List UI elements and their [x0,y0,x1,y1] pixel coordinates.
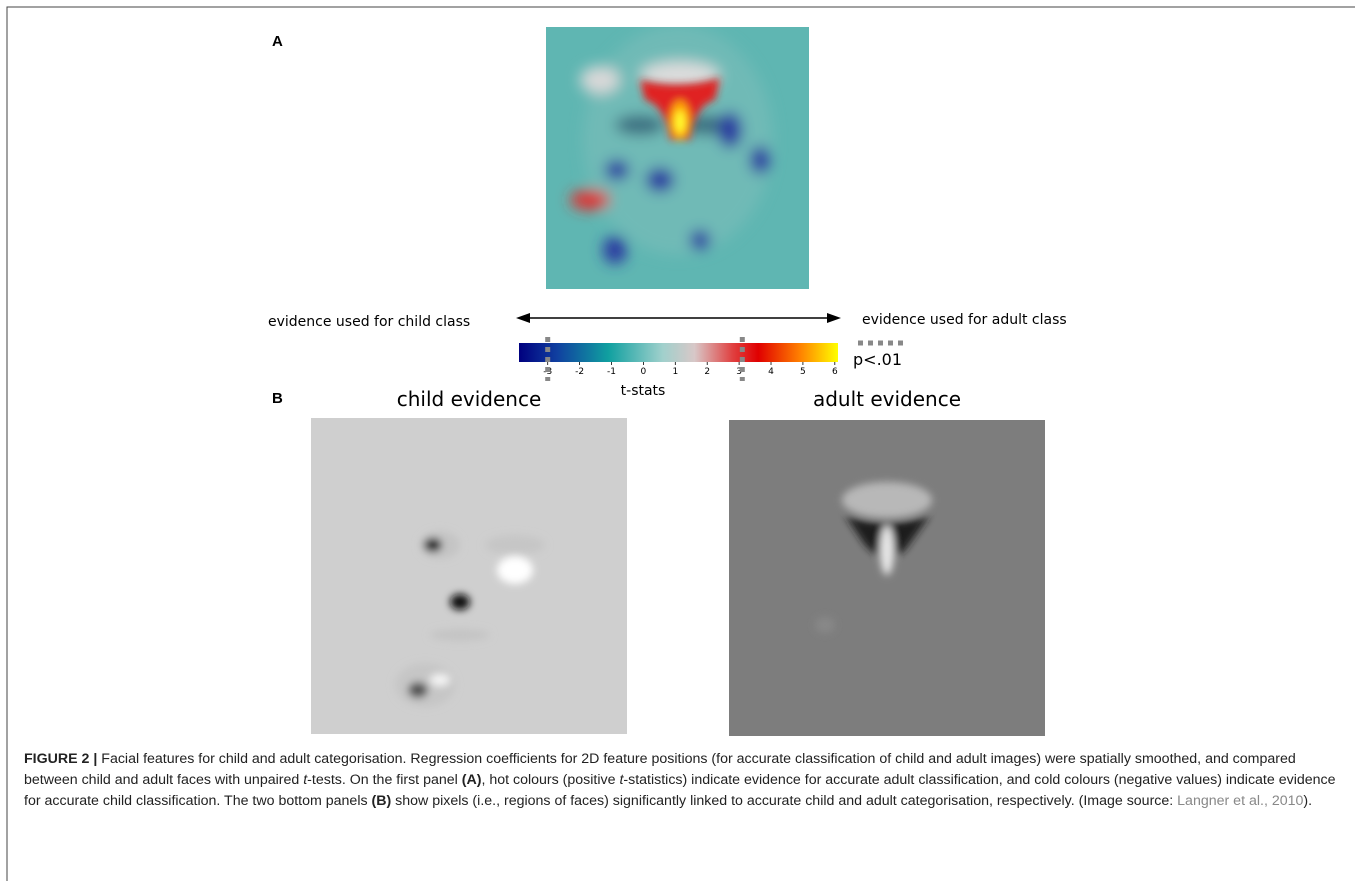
source-link[interactable]: Langner et al., 2010 [1177,793,1304,809]
panel-title: child evidence [397,387,542,411]
panel-label: B [272,390,283,407]
caption-text: -tests. On the first panel [307,772,462,788]
caption-italic: t [303,772,308,788]
colorbar [519,343,838,362]
caption-text: ). [1303,793,1313,809]
caption-bold: (A) [461,772,482,788]
caption-text: , hot colours (positive [481,772,620,788]
threshold-label: p<.01 [853,350,902,369]
caption-text: Facial features for child and adult cate… [24,751,1296,788]
figure-frame [6,6,1355,881]
colorbar-tick-label: 0 [641,367,647,377]
colorbar-label: t-stats [621,383,666,399]
adult-evidence-text: evidence used for adult class [862,312,1067,328]
double-arrow [516,313,841,323]
colorbar-tick-label: 6 [832,367,838,377]
child-evidence-image [311,418,627,734]
figure-caption: FIGURE 2 | Facial features for child and… [24,749,1342,812]
caption-text: show pixels (i.e., regions of faces) sig… [391,793,1178,809]
colorbar-tick-label: 2 [704,367,710,377]
heatmap-image [546,27,809,289]
caption-bold: (B) [371,793,392,809]
colorbar-tick-label: 3 [736,367,742,377]
colorbar-tick-label: -1 [607,367,616,377]
colorbar-tick-label: -2 [575,367,584,377]
colorbar-tick-label: 4 [768,367,774,377]
caption-text: -statistics) indicate evidence for accur… [24,772,1336,809]
adult-evidence-image [729,420,1045,736]
caption-label: FIGURE 2 | [24,751,98,767]
colorbar-tick-label: 5 [800,367,806,377]
panel-label: A [272,33,283,50]
colorbar-tick-label: 1 [672,367,678,377]
caption-italic: t [619,772,624,788]
panel-title: adult evidence [813,387,961,411]
child-evidence-text: evidence used for child class [268,314,470,330]
